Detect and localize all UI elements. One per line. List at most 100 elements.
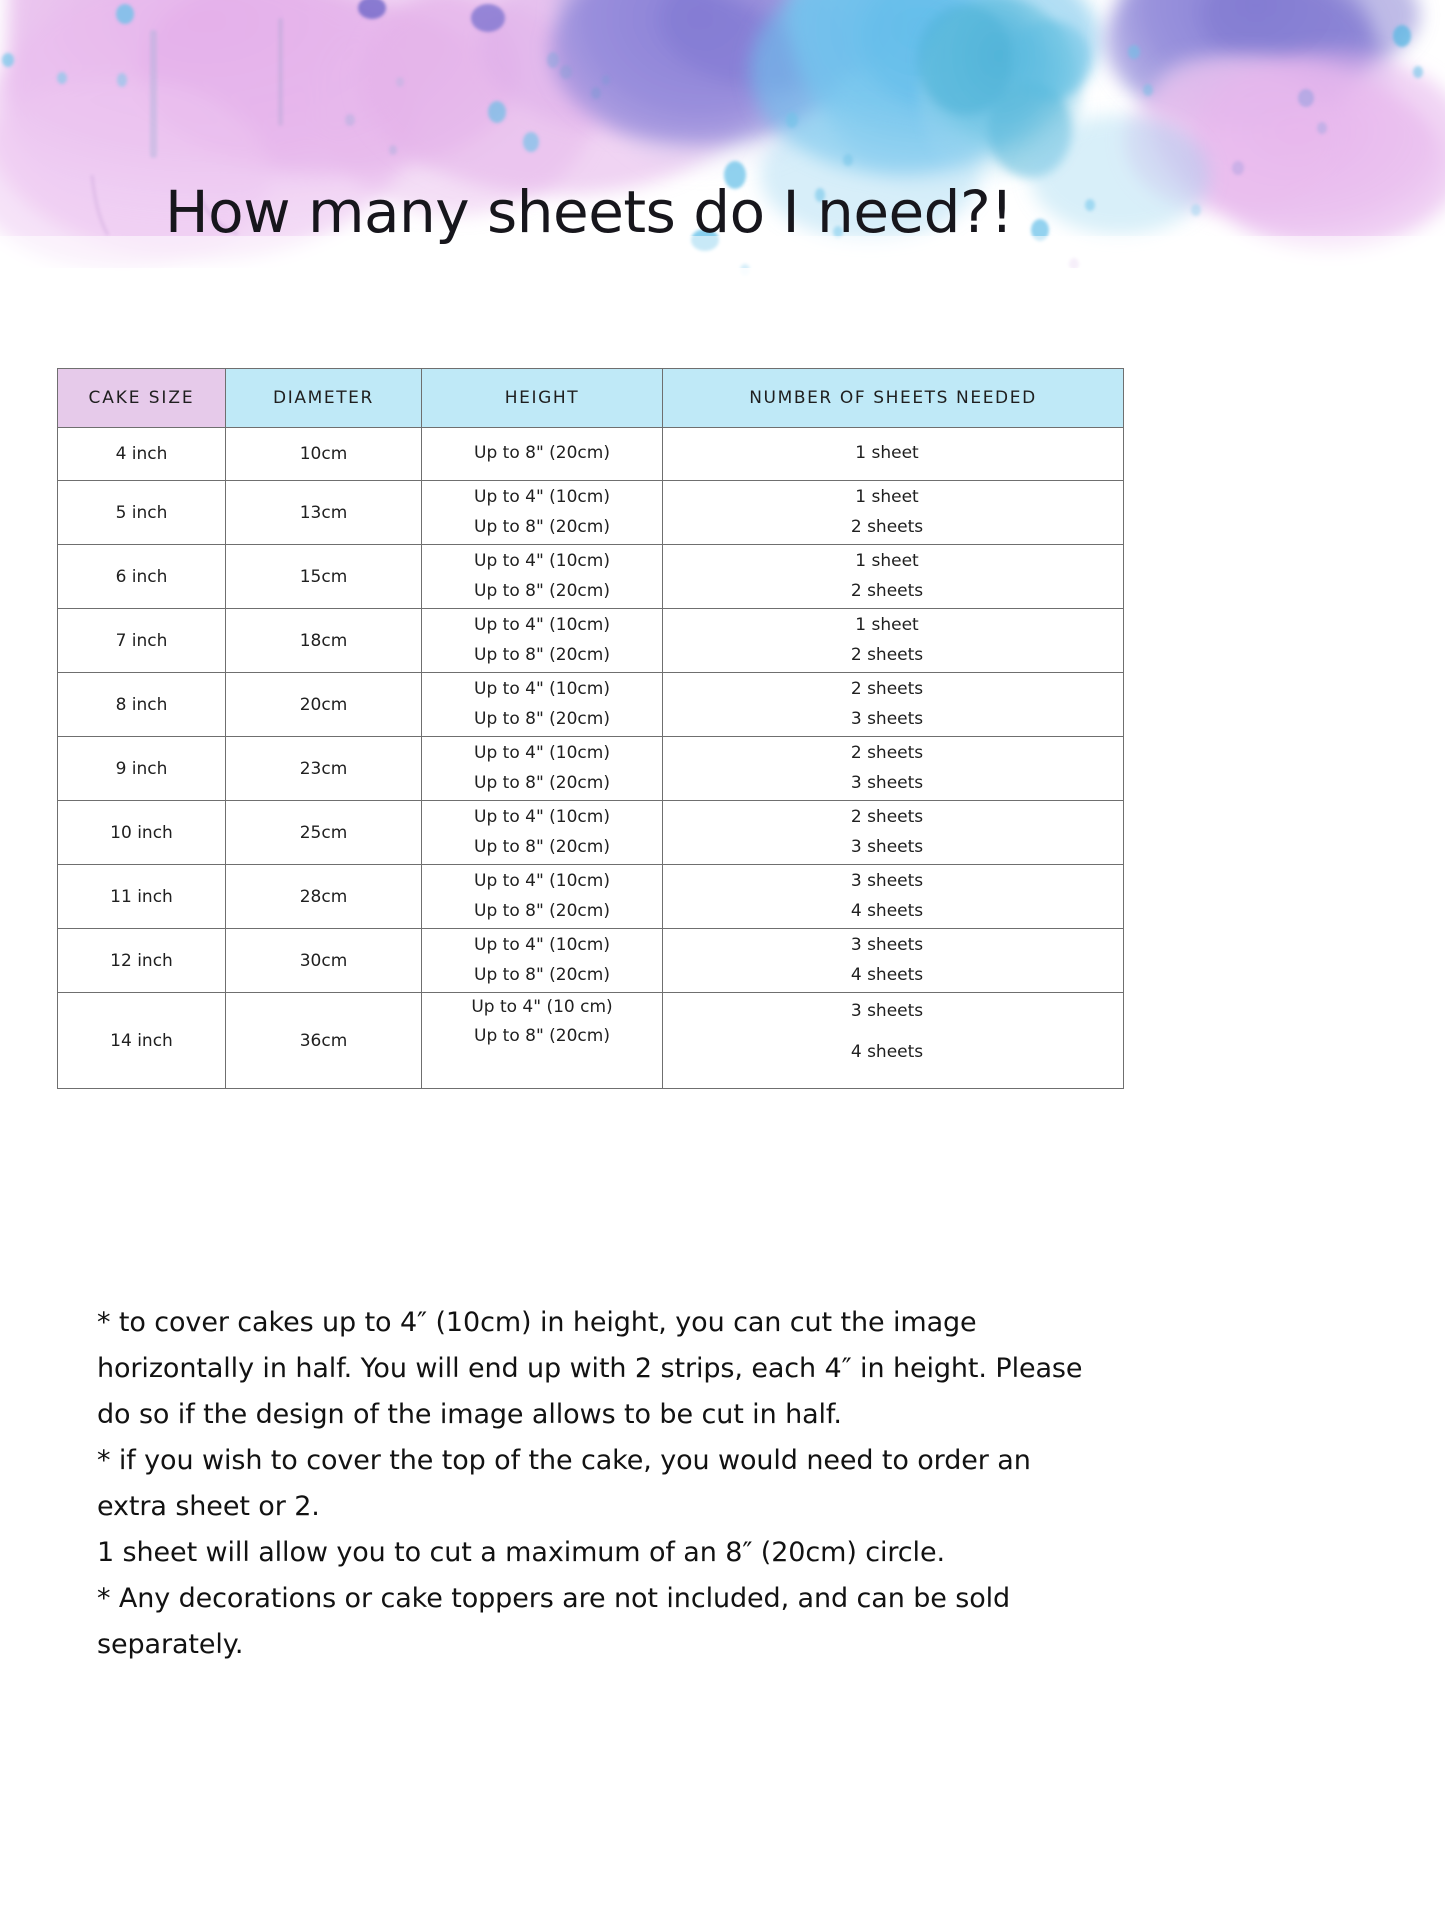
table-row: 4 inch 10cm Up to 8" (20cm) 1 sheet (57, 427, 1124, 481)
height-value: Up to 4" (10cm) (474, 487, 610, 508)
table-row: 11 inch 28cm Up to 4" (10cm) Up to 8" (2… (57, 864, 1124, 929)
column-header-diameter: DIAMETER (225, 368, 422, 428)
sheets-value: 2 sheets (850, 580, 924, 601)
height-value: Up to 4" (10cm) (474, 679, 610, 700)
cell-diameter: 25cm (225, 800, 422, 865)
sheets-value: 2 sheets (850, 679, 924, 700)
height-value: Up to 4" (10cm) (474, 935, 610, 956)
footnote-sheet-max-size: 1 sheet will allow you to cut a maximum … (97, 1537, 945, 1568)
height-value: Up to 4" (10cm) (474, 551, 610, 572)
height-value: Up to 8" (20cm) (474, 644, 610, 665)
cell-height: Up to 4" (10cm) Up to 8" (20cm) (421, 480, 663, 545)
cell-sheets: 1 sheet 2 sheets (662, 480, 1124, 545)
table-row: 12 inch 30cm Up to 4" (10cm) Up to 8" (2… (57, 928, 1124, 993)
table-row: 14 inch 36cm Up to 4" (10 cm) Up to 8" (… (57, 992, 1124, 1089)
height-value: Up to 4" (10cm) (474, 743, 610, 764)
cell-sheets: 1 sheet 2 sheets (662, 608, 1124, 673)
cell-cake-size: 4 inch (57, 427, 226, 481)
sheets-value: 1 sheet (855, 615, 919, 636)
sheets-value: 4 sheets (850, 900, 924, 921)
height-value: Up to 4" (10cm) (474, 807, 610, 828)
height-value: Up to 8" (20cm) (474, 708, 610, 729)
cell-height: Up to 4" (10cm) Up to 8" (20cm) (421, 736, 663, 801)
height-value: Up to 4" (10cm) (474, 615, 610, 636)
height-value: Up to 8" (20cm) (474, 772, 610, 793)
height-value: Up to 4" (10 cm) (471, 997, 613, 1017)
sheets-value: 3 sheets (850, 836, 924, 857)
sheets-value: 4 sheets (850, 1042, 924, 1063)
cell-diameter: 15cm (225, 544, 422, 609)
cell-cake-size: 12 inch (57, 928, 226, 993)
height-value: Up to 8" (20cm) (474, 580, 610, 601)
cell-diameter: 30cm (225, 928, 422, 993)
sheets-value: 1 sheet (855, 551, 919, 572)
cell-diameter: 20cm (225, 672, 422, 737)
cell-sheets: 3 sheets 4 sheets (662, 928, 1124, 993)
sheets-value: 1 sheet (855, 487, 919, 508)
sheets-value: 2 sheets (850, 516, 924, 537)
column-header-height: HEIGHT (421, 368, 663, 428)
table-row: 10 inch 25cm Up to 4" (10cm) Up to 8" (2… (57, 800, 1124, 865)
cell-sheets: 1 sheet 2 sheets (662, 544, 1124, 609)
cell-sheets: 3 sheets 4 sheets (662, 864, 1124, 929)
height-value: Up to 8" (20cm) (474, 516, 610, 537)
cell-sheets: 3 sheets 4 sheets (662, 992, 1124, 1089)
footnotes: * to cover cakes up to 4″ (10cm) in heig… (97, 1300, 1107, 1668)
table-row: 5 inch 13cm Up to 4" (10cm) Up to 8" (20… (57, 480, 1124, 545)
cell-diameter: 10cm (225, 427, 422, 481)
cell-height: Up to 4" (10cm) Up to 8" (20cm) (421, 800, 663, 865)
table-row: 9 inch 23cm Up to 4" (10cm) Up to 8" (20… (57, 736, 1124, 801)
height-value: Up to 8" (20cm) (474, 836, 610, 857)
cell-height: Up to 4" (10cm) Up to 8" (20cm) (421, 544, 663, 609)
cell-diameter: 18cm (225, 608, 422, 673)
footnote-cover-top: * if you wish to cover the top of the ca… (97, 1445, 1031, 1522)
cell-height: Up to 4" (10 cm) Up to 8" (20cm) (421, 992, 663, 1089)
sheets-value: 1 sheet (855, 443, 919, 464)
cell-diameter: 13cm (225, 480, 422, 545)
cell-cake-size: 10 inch (57, 800, 226, 865)
column-header-sheets: NUMBER OF SHEETS NEEDED (662, 368, 1124, 428)
height-value: Up to 8" (20cm) (474, 1026, 610, 1047)
column-header-cake-size: CAKE SIZE (57, 368, 226, 428)
sheets-value: 2 sheets (850, 807, 924, 828)
sheets-value: 3 sheets (850, 935, 924, 956)
footnote-decorations: * Any decorations or cake toppers are no… (97, 1583, 1011, 1660)
sheets-value: 3 sheets (850, 772, 924, 793)
cell-height: Up to 4" (10cm) Up to 8" (20cm) (421, 608, 663, 673)
table-row: 6 inch 15cm Up to 4" (10cm) Up to 8" (20… (57, 544, 1124, 609)
sheets-value: 3 sheets (850, 708, 924, 729)
height-value: Up to 8" (20cm) (474, 900, 610, 921)
cake-sheet-requirements-table: CAKE SIZE DIAMETER HEIGHT NUMBER OF SHEE… (57, 368, 1124, 1089)
sheets-value: 2 sheets (850, 743, 924, 764)
sheets-value: 3 sheets (850, 1001, 924, 1021)
cell-sheets: 1 sheet (662, 427, 1124, 481)
sheets-value: 3 sheets (850, 871, 924, 892)
cell-diameter: 36cm (225, 992, 422, 1089)
cell-cake-size: 9 inch (57, 736, 226, 801)
sheets-value: 4 sheets (850, 964, 924, 985)
watercolor-header-graphic (0, 0, 1445, 330)
cell-cake-size: 5 inch (57, 480, 226, 545)
cell-sheets: 2 sheets 3 sheets (662, 736, 1124, 801)
cell-diameter: 23cm (225, 736, 422, 801)
table-row: 8 inch 20cm Up to 4" (10cm) Up to 8" (20… (57, 672, 1124, 737)
sheets-value: 2 sheets (850, 644, 924, 665)
cell-sheets: 2 sheets 3 sheets (662, 672, 1124, 737)
cell-cake-size: 8 inch (57, 672, 226, 737)
cell-sheets: 2 sheets 3 sheets (662, 800, 1124, 865)
table-header-row: CAKE SIZE DIAMETER HEIGHT NUMBER OF SHEE… (57, 368, 1124, 428)
table-body: 4 inch 10cm Up to 8" (20cm) 1 sheet 5 in… (57, 427, 1124, 1089)
cell-cake-size: 11 inch (57, 864, 226, 929)
footnote-cut-in-half: * to cover cakes up to 4″ (10cm) in heig… (97, 1307, 1083, 1430)
cell-diameter: 28cm (225, 864, 422, 929)
height-value: Up to 8" (20cm) (474, 443, 610, 464)
table-row: 7 inch 18cm Up to 4" (10cm) Up to 8" (20… (57, 608, 1124, 673)
cell-cake-size: 14 inch (57, 992, 226, 1089)
cell-cake-size: 7 inch (57, 608, 226, 673)
height-value: Up to 4" (10cm) (474, 871, 610, 892)
height-value: Up to 8" (20cm) (474, 964, 610, 985)
cell-height: Up to 8" (20cm) (421, 427, 663, 481)
cell-cake-size: 6 inch (57, 544, 226, 609)
page-title: How many sheets do I need?! (165, 178, 1014, 246)
cell-height: Up to 4" (10cm) Up to 8" (20cm) (421, 672, 663, 737)
